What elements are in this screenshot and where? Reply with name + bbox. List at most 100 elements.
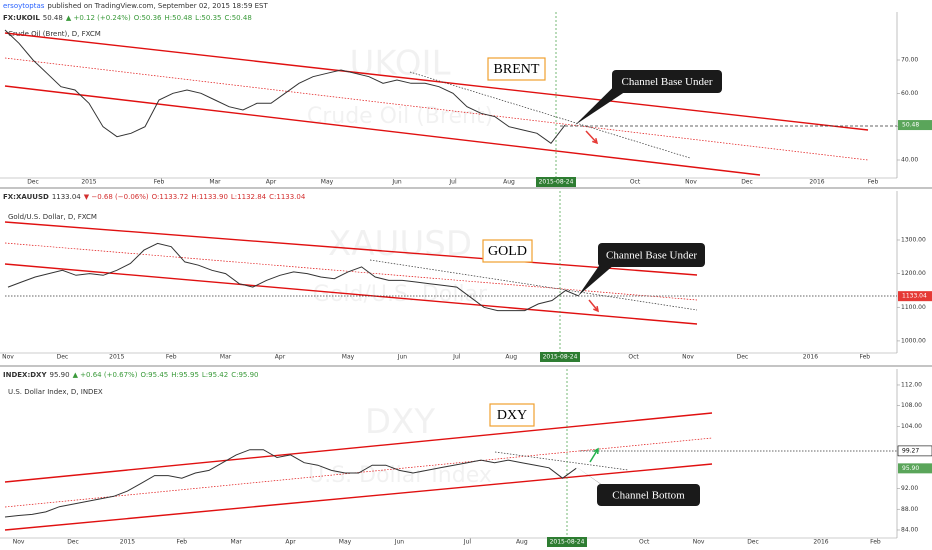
x-tick-label: Dec	[737, 354, 749, 361]
author[interactable]: ersoytoptas	[3, 2, 45, 10]
x-tick-label: May	[342, 354, 355, 361]
y-tick-label: 60.00	[901, 90, 918, 97]
y-tick-label: 84.00	[901, 526, 918, 533]
symbol-header: INDEX:DXY 95.90 ▲ +0.64 (+0.67%) O:95.45 H:9…	[3, 371, 259, 379]
y-tick-label: 40.00	[901, 157, 918, 164]
price-label-bg	[898, 120, 932, 131]
trendline	[4, 221, 698, 276]
last-price: 95.90	[50, 371, 70, 379]
x-tick-label: Feb	[154, 179, 165, 186]
price-line	[4, 29, 566, 144]
watermark-symbol: DXY	[365, 402, 435, 442]
chart-title: U.S. Dollar Index, D, INDEX	[8, 388, 103, 396]
ohlc-value: L:95.42	[202, 371, 228, 379]
x-tick-label: 2015	[109, 354, 124, 361]
x-tick-label: Feb	[166, 354, 177, 361]
chart-title: Gold/U.S. Dollar, D, FXCM	[8, 213, 97, 221]
x-tick-label: Aug	[505, 354, 517, 361]
x-tick-label: Dec	[27, 179, 39, 186]
y-tick-label: 108.00	[901, 402, 922, 409]
x-tick-label: Dec	[747, 539, 759, 546]
x-tick-label: Dec	[741, 179, 753, 186]
trendline	[4, 85, 761, 176]
x-tick-label: Mar	[231, 539, 243, 546]
x-tick-label: 2016	[809, 179, 824, 186]
watermark-name: U.S. Dollar Index	[308, 463, 492, 488]
watermark-symbol: UKOIL	[349, 43, 450, 83]
crosshair-label-bg	[547, 537, 587, 547]
last-price: 50.48	[43, 14, 63, 22]
change: ▼ −0.68 (−0.06%)	[84, 193, 149, 201]
annotation: DXY	[497, 408, 527, 423]
arrow-head	[592, 137, 599, 145]
callout-box	[612, 70, 722, 93]
x-tick-label: May	[339, 539, 352, 546]
x-tick-label: Nov	[13, 539, 25, 546]
symbol-header: FX:XAUUSD 1133.04 ▼ −0.68 (−0.06%) O:1133.7…	[3, 193, 306, 201]
x-tick-label: Apr	[275, 354, 286, 361]
x-tick-label: Mar	[209, 179, 221, 186]
crosshair-label-bg	[536, 177, 576, 187]
x-tick-label: Jul	[448, 179, 457, 186]
x-tick-label: Nov	[682, 354, 694, 361]
callout-text: Channel Base Under	[606, 250, 697, 262]
x-tick-label: Feb	[868, 179, 879, 186]
ohlc-value: C:95.90	[231, 371, 258, 379]
x-tick-label: 2016	[813, 539, 828, 546]
y-tick-label: 1000.00	[901, 337, 926, 344]
ohlc-value: H:95.95	[171, 371, 199, 379]
x-tick-label: Jun	[391, 179, 402, 186]
symbol-header: FX:UKOIL 50.48 ▲ +0.12 (+0.24%) O:50.36 H:50…	[3, 14, 252, 22]
price-label-bg	[897, 445, 932, 457]
x-tick-label: 2015	[81, 179, 96, 186]
x-tick-label: Jul	[463, 539, 472, 546]
trendline	[409, 71, 691, 159]
symbol: FX:XAUUSD	[3, 193, 49, 201]
watermark-symbol: XAUUSD	[328, 224, 472, 264]
trendline	[494, 451, 629, 471]
x-tick-label: Feb	[859, 354, 870, 361]
symbol: INDEX:DXY	[3, 371, 47, 379]
price-line	[4, 449, 577, 518]
y-tick-label: 1200.00	[901, 270, 926, 277]
y-tick-label: 92.00	[901, 485, 918, 492]
arrow-shaft	[585, 130, 598, 144]
price-label: 99.27	[902, 447, 919, 454]
ohlc-value: L:50.35	[195, 14, 221, 22]
y-tick-label: 88.00	[901, 506, 918, 513]
price-label: 50.48	[902, 122, 919, 129]
crosshair-label: 2015-08-24	[543, 354, 578, 361]
price-line	[7, 242, 580, 312]
crosshair-label: 2015-08-24	[550, 539, 585, 546]
ohlc-value: O:50.36	[134, 14, 162, 22]
last-price: 1133.04	[52, 193, 81, 201]
trendline	[369, 259, 698, 311]
change: ▲ +0.12 (+0.24%)	[66, 14, 131, 22]
x-tick-label: Nov	[693, 539, 705, 546]
annotation-box	[489, 403, 535, 427]
annotation-box	[482, 239, 533, 263]
y-tick-label: 112.00	[901, 381, 922, 388]
arrow-head	[593, 447, 599, 455]
price-label-bg	[898, 463, 932, 474]
crosshair-label: 2015-08-24	[539, 179, 574, 186]
x-tick-label: Jun	[394, 539, 405, 546]
x-tick-label: Apr	[266, 179, 277, 186]
price-label: 95.90	[902, 465, 919, 472]
x-tick-label: 2015	[120, 539, 135, 546]
ohlc-value: C:50.48	[224, 14, 251, 22]
annotation-box	[487, 57, 546, 81]
x-tick-label: Mar	[220, 354, 232, 361]
arrow-shaft	[588, 299, 599, 312]
trendline	[4, 263, 698, 325]
x-tick-label: Aug	[503, 179, 515, 186]
annotation: BRENT	[494, 62, 540, 77]
x-tick-label: Oct	[628, 354, 639, 361]
x-tick-label: 2016	[803, 354, 818, 361]
trendline	[4, 57, 869, 161]
price-label: 1133.04	[902, 293, 927, 300]
published: published on TradingView.com, September …	[47, 2, 268, 10]
arrow-head	[593, 305, 599, 313]
callout-box	[597, 484, 700, 506]
